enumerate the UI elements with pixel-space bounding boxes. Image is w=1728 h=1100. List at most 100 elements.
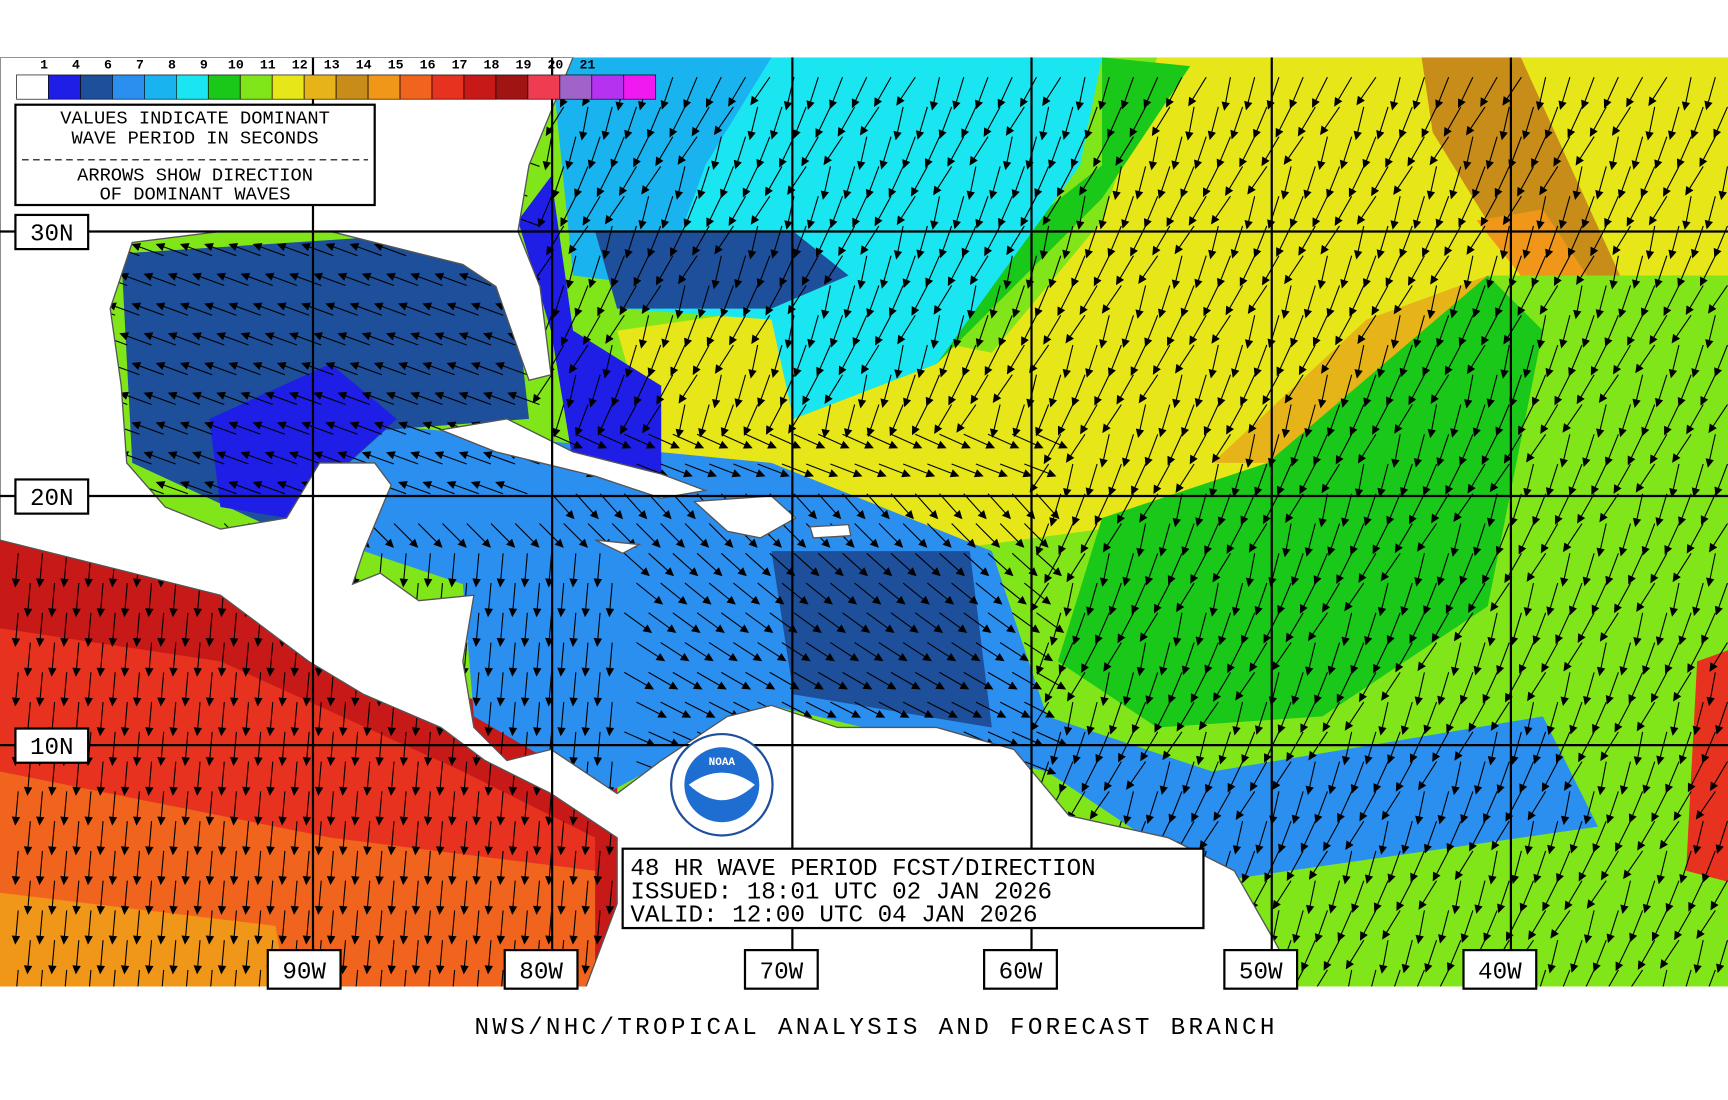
arrow: [1335, 434, 1353, 465]
arrow: [557, 642, 566, 677]
arrow: [501, 969, 504, 987]
arrow: [866, 493, 890, 520]
arrow: [597, 404, 613, 436]
arrow: [1436, 434, 1450, 467]
arrow: [999, 523, 1025, 548]
arrow: [574, 404, 589, 437]
arrow: [1394, 523, 1413, 554]
arrow: [278, 791, 287, 826]
arrow: [1131, 701, 1147, 734]
arrow: [1379, 940, 1389, 974]
arrow: [1570, 940, 1583, 973]
arrow: [878, 582, 906, 605]
arrow: [1648, 195, 1668, 226]
arrow: [970, 374, 989, 405]
arrow: [815, 106, 831, 138]
arrow: [793, 612, 822, 634]
arrow: [1364, 731, 1377, 765]
arrow: [448, 553, 457, 588]
arrow: [179, 481, 213, 495]
arrow: [1166, 195, 1183, 227]
arrow: [337, 332, 370, 346]
arrow: [1204, 761, 1219, 794]
arrow: [1261, 136, 1280, 167]
arrow: [169, 583, 178, 618]
arrow: [852, 315, 868, 347]
arrow: [1597, 761, 1607, 796]
arrow: [1665, 880, 1680, 913]
arrow: [1545, 344, 1559, 378]
arrow: [1290, 315, 1304, 348]
arrow: [1057, 404, 1074, 436]
arrow: [1523, 463, 1535, 498]
arrow: [565, 136, 577, 170]
legend-swatch: [48, 74, 81, 100]
arrow: [484, 583, 493, 618]
arrow: [1502, 76, 1522, 106]
arrow: [1099, 553, 1110, 587]
arrow: [894, 344, 904, 379]
arrow: [1276, 463, 1292, 496]
arrow: [1412, 76, 1425, 110]
arrow: [1659, 939, 1680, 969]
arrow: [1676, 136, 1692, 169]
arrow: [1659, 820, 1680, 850]
arrow: [495, 481, 528, 495]
arrow: [1482, 553, 1498, 585]
arrow: [88, 969, 92, 987]
arrow: [1253, 106, 1268, 139]
arrow: [1122, 434, 1134, 468]
arrow: [108, 672, 118, 707]
arrow: [1608, 969, 1619, 987]
arrow: [574, 166, 589, 199]
arrow: [1307, 612, 1328, 642]
arrow: [1576, 374, 1595, 405]
arrow: [1371, 166, 1389, 197]
arrow: [242, 702, 251, 737]
field-12s: [617, 57, 1728, 552]
arrow: [1354, 344, 1365, 379]
arrow: [1225, 166, 1244, 196]
arrow: [1350, 642, 1365, 675]
arrow: [1057, 285, 1074, 317]
arrow: [1195, 612, 1207, 647]
arrow: [1245, 553, 1256, 588]
arrow: [1039, 106, 1050, 141]
arrow: [264, 451, 298, 465]
arrow: [1522, 344, 1535, 379]
arrow: [696, 612, 725, 634]
arrow: [1446, 701, 1462, 734]
arrow: [878, 701, 910, 718]
arrow: [1049, 612, 1062, 646]
arrow: [696, 552, 723, 577]
arrow: [1291, 672, 1304, 706]
arrow: [1284, 374, 1304, 404]
legend-swatch: [335, 74, 369, 100]
notes-line: OF DOMINANT WAVES: [100, 183, 291, 205]
arrow: [966, 166, 977, 201]
arrow: [337, 272, 370, 286]
arrow: [757, 642, 787, 662]
arrow: [1564, 880, 1583, 911]
arrow: [1459, 434, 1474, 466]
arrow: [472, 910, 481, 945]
arrow: [1376, 106, 1389, 140]
arrow: [1706, 553, 1716, 587]
arrow: [436, 761, 445, 796]
arrow: [830, 582, 858, 605]
arrow: [410, 391, 443, 406]
arrow: [581, 821, 590, 856]
arrow: [1118, 731, 1134, 763]
arrow: [542, 136, 553, 171]
arrow: [1240, 493, 1256, 526]
arrow: [1289, 76, 1304, 109]
arrow: [557, 880, 566, 915]
arrow: [1158, 285, 1171, 319]
arrow: [120, 880, 130, 915]
arrow: [289, 391, 322, 406]
arrow: [989, 404, 1001, 438]
arrow: [240, 332, 273, 346]
arrow: [851, 76, 868, 109]
arrow: [1564, 761, 1583, 791]
arrow: [442, 523, 467, 548]
